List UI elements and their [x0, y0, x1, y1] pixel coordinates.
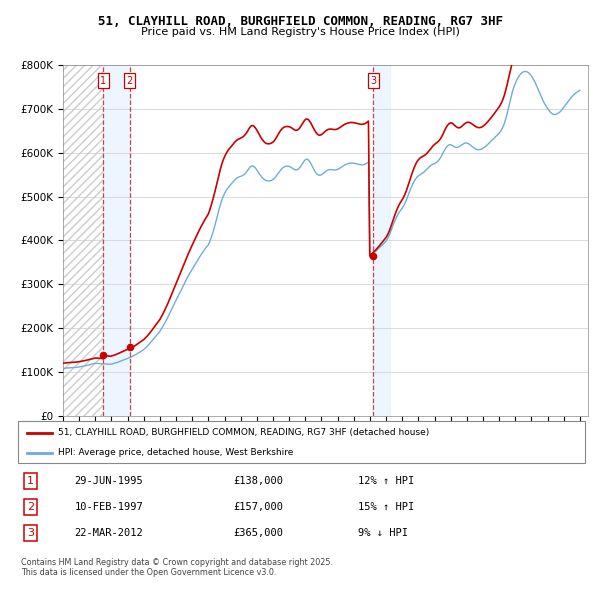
- Text: 3: 3: [370, 76, 377, 86]
- Text: £138,000: £138,000: [233, 476, 283, 486]
- 51, CLAYHILL ROAD, BURGHFIELD COMMON, READING, RG7 3HF (detached house): [576, 2, 583, 9]
- HPI: Average price, detached house, West Berkshire: (2.02e+03, 7.42e+05): Average price, detached house, West Berk…: [576, 87, 583, 94]
- Line: 51, CLAYHILL ROAD, BURGHFIELD COMMON, READING, RG7 3HF (detached house): 51, CLAYHILL ROAD, BURGHFIELD COMMON, RE…: [63, 6, 580, 363]
- 51, CLAYHILL ROAD, BURGHFIELD COMMON, READING, RG7 3HF (detached house): [59, 360, 67, 367]
- HPI: Average price, detached house, West Berkshire: (2.02e+03, 7.85e+05): Average price, detached house, West Berk…: [521, 68, 528, 75]
- Text: 12% ↑ HPI: 12% ↑ HPI: [358, 476, 415, 486]
- Text: 51, CLAYHILL ROAD, BURGHFIELD COMMON, READING, RG7 3HF (detached house): 51, CLAYHILL ROAD, BURGHFIELD COMMON, RE…: [58, 428, 429, 437]
- 51, CLAYHILL ROAD, BURGHFIELD COMMON, READING, RG7 3HF (detached house): [332, 126, 340, 133]
- 51, CLAYHILL ROAD, BURGHFIELD COMMON, READING, RG7 3HF (detached house): [71, 359, 79, 366]
- Text: 29-JUN-1995: 29-JUN-1995: [75, 476, 143, 486]
- Text: HPI: Average price, detached house, West Berkshire: HPI: Average price, detached house, West…: [58, 448, 293, 457]
- Text: £157,000: £157,000: [233, 502, 283, 512]
- HPI: Average price, detached house, West Berkshire: (2e+03, 1.18e+05): Average price, detached house, West Berk…: [105, 360, 112, 368]
- Text: 22-MAR-2012: 22-MAR-2012: [75, 528, 143, 538]
- Text: 10-FEB-1997: 10-FEB-1997: [75, 502, 143, 512]
- 51, CLAYHILL ROAD, BURGHFIELD COMMON, READING, RG7 3HF (detached house): [105, 352, 112, 359]
- Text: 15% ↑ HPI: 15% ↑ HPI: [358, 502, 415, 512]
- HPI: Average price, detached house, West Berkshire: (2.01e+03, 5.61e+05): Average price, detached house, West Berk…: [332, 166, 340, 173]
- FancyBboxPatch shape: [18, 421, 585, 463]
- Point: [125, 342, 134, 352]
- Text: 51, CLAYHILL ROAD, BURGHFIELD COMMON, READING, RG7 3HF: 51, CLAYHILL ROAD, BURGHFIELD COMMON, RE…: [97, 15, 503, 28]
- Bar: [63, 65, 103, 416]
- Text: 1: 1: [100, 76, 106, 86]
- 51, CLAYHILL ROAD, BURGHFIELD COMMON, READING, RG7 3HF (detached house): [419, 153, 426, 160]
- HPI: Average price, detached house, West Berkshire: (1.99e+03, 1.1e+05): Average price, detached house, West Berk…: [71, 364, 79, 371]
- Bar: [103, 65, 130, 416]
- Point: [98, 350, 108, 360]
- Text: Price paid vs. HM Land Registry's House Price Index (HPI): Price paid vs. HM Land Registry's House …: [140, 27, 460, 37]
- Text: £365,000: £365,000: [233, 528, 283, 538]
- Bar: [373, 65, 389, 416]
- Point: [368, 251, 378, 261]
- Text: 1: 1: [27, 476, 34, 486]
- Text: 2: 2: [27, 502, 34, 512]
- Line: HPI: Average price, detached house, West Berkshire: HPI: Average price, detached house, West…: [63, 71, 580, 369]
- HPI: Average price, detached house, West Berkshire: (2.01e+03, 5.45e+05): Average price, detached house, West Berk…: [272, 173, 279, 181]
- Text: 2: 2: [127, 76, 133, 86]
- HPI: Average price, detached house, West Berkshire: (2.01e+03, 4.91e+05): Average price, detached house, West Berk…: [403, 197, 410, 204]
- HPI: Average price, detached house, West Berkshire: (2.02e+03, 5.53e+05): Average price, detached house, West Berk…: [419, 170, 426, 177]
- HPI: Average price, detached house, West Berkshire: (1.99e+03, 1.08e+05): Average price, detached house, West Berk…: [59, 365, 67, 372]
- Text: 3: 3: [27, 528, 34, 538]
- 51, CLAYHILL ROAD, BURGHFIELD COMMON, READING, RG7 3HF (detached house): [403, 188, 410, 195]
- Text: 9% ↓ HPI: 9% ↓ HPI: [358, 528, 408, 538]
- 51, CLAYHILL ROAD, BURGHFIELD COMMON, READING, RG7 3HF (detached house): [272, 135, 279, 142]
- Text: Contains HM Land Registry data © Crown copyright and database right 2025.
This d: Contains HM Land Registry data © Crown c…: [21, 558, 333, 577]
